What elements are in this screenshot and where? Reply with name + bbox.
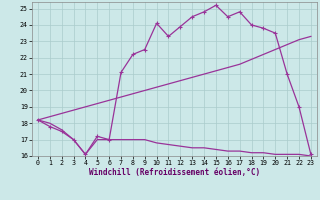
X-axis label: Windchill (Refroidissement éolien,°C): Windchill (Refroidissement éolien,°C) <box>89 168 260 177</box>
